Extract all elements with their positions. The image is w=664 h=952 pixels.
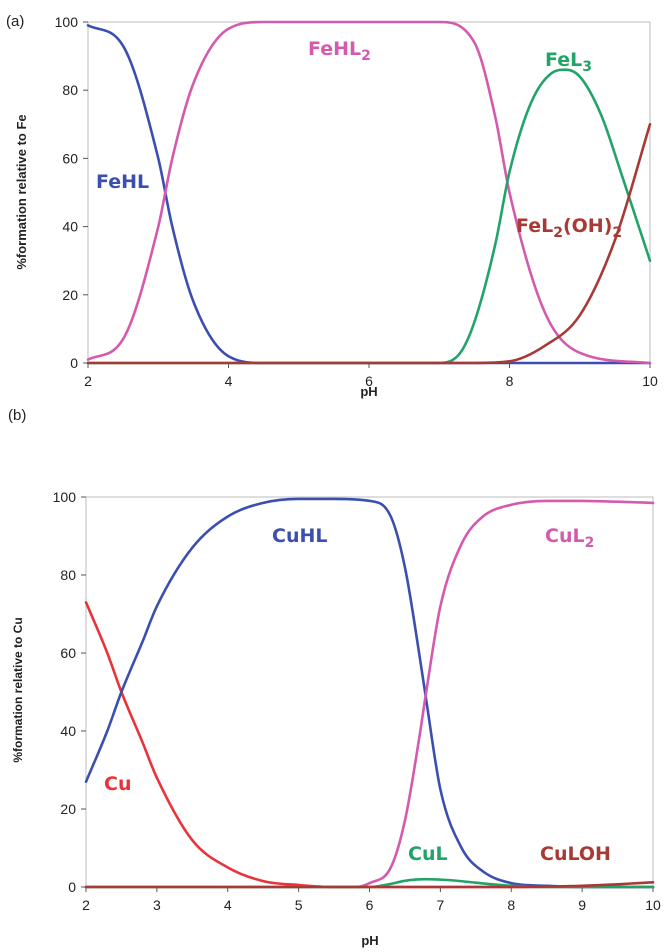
x-tick-label-b: 10 [645, 897, 661, 913]
chart-panel-a: (a) 0 20 40 60 80 100 2 4 6 8 10 pH %formation re… [6, 13, 658, 399]
x-tick-label-b: 8 [507, 897, 515, 913]
series-label-culoh: CuLOH [540, 843, 611, 865]
x-tick-label-a: 10 [642, 373, 658, 389]
y-tick-label-b: 20 [60, 801, 76, 817]
panel-label-a: (a) [6, 13, 24, 30]
y-tick-label-b: 80 [60, 567, 76, 583]
y-axis-label-a: %formation relative to Fe [14, 114, 29, 269]
series-line-fehl2 [86, 20, 652, 365]
y-tick-label-b: 60 [60, 645, 76, 661]
series-label-cul: CuL [408, 843, 448, 865]
y-tick-label-a: 80 [62, 82, 78, 98]
y-tick-label-b: 40 [60, 723, 76, 739]
y-tick-label-a: 0 [70, 355, 78, 371]
series-label-fel3: FeL3 [545, 49, 592, 75]
x-tick-label-b: 2 [82, 897, 90, 913]
x-tick-label-b: 5 [295, 897, 303, 913]
y-tick-label-b: 100 [53, 489, 77, 505]
series-line-cuhl [84, 497, 655, 889]
series-label-cuhl: CuHL [272, 525, 327, 547]
x-tick-label-a: 8 [506, 373, 514, 389]
series-line-fel2oh2 [86, 123, 652, 365]
x-tick-label-b: 3 [153, 897, 161, 913]
x-tick-label-a: 4 [225, 373, 233, 389]
x-axis-label-b: pH [361, 933, 378, 948]
panel-label-b: (b) [8, 407, 26, 424]
y-tick-label-a: 40 [62, 219, 78, 235]
y-tick-label-a: 100 [55, 14, 79, 30]
series-label-fel2oh2: FeL2(OH)2 [516, 215, 622, 241]
plot-area-b [85, 496, 654, 888]
series-label-fehl2: FeHL2 [308, 38, 371, 64]
x-tick-label-a: 6 [365, 373, 373, 389]
x-tick-label-b: 6 [366, 897, 374, 913]
chart-panel-b: (b) 0 20 40 60 80 100 2 3 4 5 6 7 8 9 10 pH %formatio… [8, 407, 661, 948]
y-tick-label-a: 60 [62, 150, 78, 166]
series-label-cul2: CuL2 [545, 525, 594, 551]
y-tick-label-a: 20 [62, 287, 78, 303]
plot-area-a [87, 21, 651, 364]
x-tick-label-a: 2 [84, 373, 92, 389]
series-line-culoh [84, 881, 655, 889]
x-tick-label-b: 7 [436, 897, 444, 913]
series-label-cu: Cu [104, 773, 131, 795]
series-line-cul2 [84, 499, 655, 889]
x-tick-label-b: 9 [578, 897, 586, 913]
x-tick-label-b: 4 [224, 897, 232, 913]
y-tick-label-b: 0 [68, 879, 76, 895]
y-axis-label-b: %formation relative to Cu [11, 617, 25, 762]
x-axis-label-a: pH [360, 384, 377, 399]
series-label-fehl: FeHL [96, 171, 149, 193]
